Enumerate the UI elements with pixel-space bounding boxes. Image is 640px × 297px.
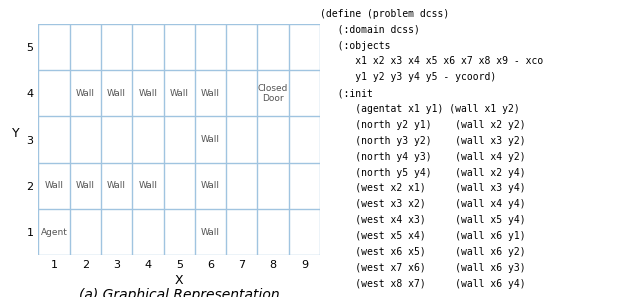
Y-axis label: Y: Y [12,127,19,140]
Text: (west x3 x2)     (wall x4 y4): (west x3 x2) (wall x4 y4) [320,199,525,209]
Text: (west x2 x1)     (wall x3 y4): (west x2 x1) (wall x3 y4) [320,184,525,193]
Text: Closed
Door: Closed Door [258,83,288,103]
Text: Agent: Agent [40,228,67,237]
Text: Wall: Wall [170,89,189,98]
Text: (west x5 x4)     (wall x6 y1): (west x5 x4) (wall x6 y1) [320,231,525,241]
Text: Wall: Wall [45,181,63,190]
Text: (:init: (:init [320,88,373,98]
Text: (a) Graphical Representation: (a) Graphical Representation [79,288,280,297]
Text: (agentat x1 y1) (wall x1 y2): (agentat x1 y1) (wall x1 y2) [320,104,520,114]
Text: y1 y2 y3 y4 y5 - ycoord): y1 y2 y3 y4 y5 - ycoord) [320,72,497,82]
Text: Wall: Wall [107,89,126,98]
Text: Wall: Wall [138,89,157,98]
Text: (north y3 y2)    (wall x3 y2): (north y3 y2) (wall x3 y2) [320,136,525,146]
Text: (north y2 y1)    (wall x2 y2): (north y2 y1) (wall x2 y2) [320,120,525,130]
Text: Wall: Wall [76,89,95,98]
Text: x1 x2 x3 x4 x5 x6 x7 x8 x9 - xco: x1 x2 x3 x4 x5 x6 x7 x8 x9 - xco [320,56,543,67]
Text: Wall: Wall [201,181,220,190]
Text: Wall: Wall [201,135,220,144]
Text: (:domain dcss): (:domain dcss) [320,25,420,35]
Text: (west x8 x7)     (wall x6 y4): (west x8 x7) (wall x6 y4) [320,279,525,289]
Text: Wall: Wall [138,181,157,190]
X-axis label: X: X [175,274,184,287]
Text: (north y5 y4)    (wall x2 y4): (north y5 y4) (wall x2 y4) [320,168,525,178]
Text: (west x7 x6)     (wall x6 y3): (west x7 x6) (wall x6 y3) [320,263,525,273]
Text: Wall: Wall [76,181,95,190]
Text: Wall: Wall [201,89,220,98]
Text: (west x4 x3)     (wall x5 y4): (west x4 x3) (wall x5 y4) [320,215,525,225]
Text: (define (problem dcss): (define (problem dcss) [320,9,449,19]
Text: (north y4 y3)    (wall x4 y2): (north y4 y3) (wall x4 y2) [320,152,525,162]
Text: (:objects: (:objects [320,41,390,50]
Text: Wall: Wall [201,228,220,237]
Text: (west x6 x5)     (wall x6 y2): (west x6 x5) (wall x6 y2) [320,247,525,257]
Text: Wall: Wall [107,181,126,190]
